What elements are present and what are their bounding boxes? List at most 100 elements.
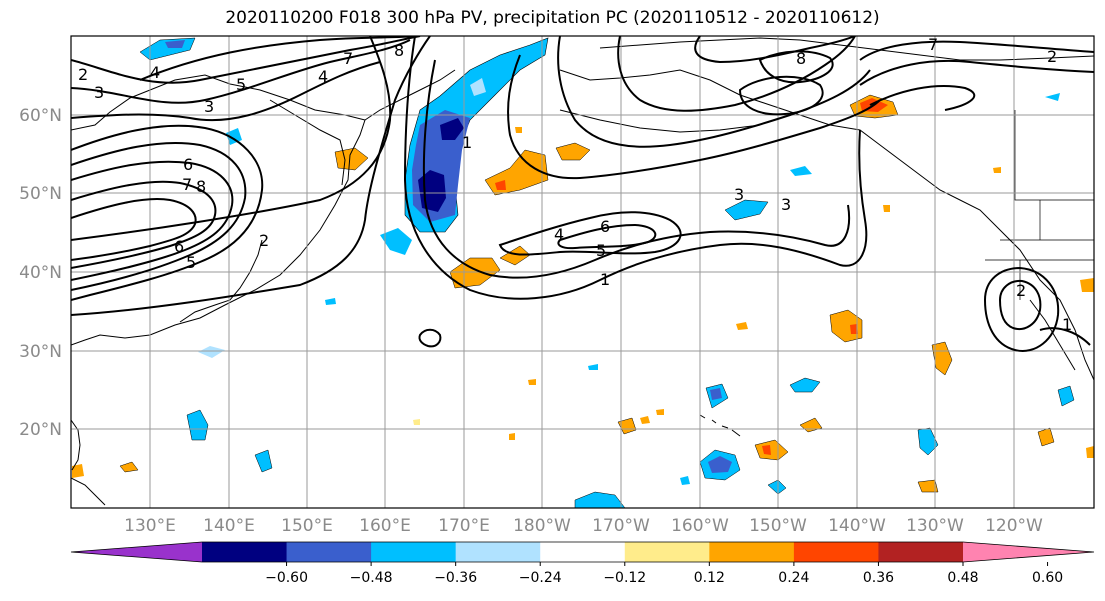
positive-precip-region bbox=[640, 416, 650, 424]
north-coastline bbox=[599, 37, 1094, 61]
contour-label: 6 bbox=[600, 217, 610, 236]
pv-contour bbox=[617, 36, 856, 112]
canada-border bbox=[1014, 110, 1094, 201]
lon-label: 150°W bbox=[749, 516, 807, 536]
negative-precip-region bbox=[1057, 385, 1075, 407]
negative-precip-core bbox=[708, 456, 732, 473]
colorbar-segment bbox=[624, 542, 710, 562]
colorbar-segment bbox=[540, 542, 626, 562]
japan-coastline bbox=[179, 239, 263, 323]
contour-label: 5 bbox=[186, 253, 196, 272]
pv-contour bbox=[71, 124, 264, 301]
contour-label: 7 bbox=[928, 35, 938, 54]
positive-precip-region bbox=[413, 419, 420, 425]
alaska-coastline bbox=[559, 69, 1094, 381]
negative-precip-region bbox=[588, 364, 598, 370]
colorbar-tick-label: −0.48 bbox=[350, 570, 393, 586]
pv-contour bbox=[71, 180, 217, 269]
contour-label: 3 bbox=[781, 195, 791, 214]
colorbar-tick-label: 0.36 bbox=[863, 570, 894, 586]
lon-label: 140°E bbox=[203, 516, 255, 536]
pv-contour bbox=[422, 59, 851, 279]
lon-label: 170°E bbox=[438, 516, 490, 536]
contour-label: 4 bbox=[318, 67, 328, 86]
positive-precip-core bbox=[762, 445, 771, 455]
map-area: 2 3 4 5 6 7 8 3 4 5 6 7 8 1 2 3 4 5 6 7 … bbox=[71, 35, 1094, 508]
pv-contour bbox=[71, 160, 234, 281]
contour-label: 8 bbox=[196, 177, 206, 196]
colorbar-tick-label: −0.36 bbox=[434, 570, 477, 586]
negative-precip-region bbox=[198, 346, 225, 358]
aleutian-islands bbox=[559, 109, 761, 133]
lon-label: 130°W bbox=[906, 516, 964, 536]
us-state-borders bbox=[985, 200, 1094, 300]
negative-precip-region bbox=[186, 409, 209, 441]
lat-label-40n: 40°N bbox=[19, 263, 62, 283]
longitude-labels: 130°E 140°E 150°E 160°E 170°E 180°W 170°… bbox=[124, 516, 1043, 536]
negative-precip-region bbox=[917, 427, 939, 456]
pv-contour bbox=[498, 211, 682, 256]
colorbar bbox=[70, 541, 1095, 563]
positive-precip-region bbox=[449, 257, 501, 289]
contour-label: 6 bbox=[183, 155, 193, 174]
positive-precip-core bbox=[850, 324, 858, 334]
pv-contour bbox=[983, 266, 1060, 352]
contour-labels: 2 3 4 5 6 7 8 3 4 5 6 7 8 1 2 3 4 5 6 7 … bbox=[78, 35, 1072, 334]
contour-label: 2 bbox=[1047, 47, 1057, 66]
pv-contour bbox=[418, 328, 442, 348]
negative-precip-max bbox=[440, 118, 464, 140]
hawaii-islands bbox=[699, 414, 741, 437]
colorbar-tick-label: −0.24 bbox=[519, 570, 562, 586]
pv-contour bbox=[738, 75, 824, 116]
positive-precip-region bbox=[993, 167, 1001, 173]
pv-contour bbox=[403, 36, 868, 300]
contour-label: 4 bbox=[150, 63, 160, 82]
colorbar-extend-max bbox=[963, 542, 1094, 562]
pv-contour bbox=[71, 39, 411, 104]
lon-label: 130°E bbox=[124, 516, 176, 536]
colorbar-segment bbox=[793, 542, 879, 562]
negative-precip-region bbox=[325, 298, 336, 305]
contour-label: 6 bbox=[174, 237, 184, 256]
lat-label-50n: 50°N bbox=[19, 184, 62, 204]
lon-label: 160°W bbox=[671, 516, 729, 536]
colorbar-tick-label: 0.60 bbox=[1032, 570, 1063, 586]
pv-contour bbox=[557, 223, 657, 250]
lon-label: 160°E bbox=[359, 516, 411, 536]
negative-precip-region bbox=[574, 491, 626, 508]
colorbar-segment bbox=[371, 542, 457, 562]
lat-label-20n: 20°N bbox=[19, 420, 62, 440]
positive-precip-region bbox=[617, 417, 637, 435]
contour-label: 5 bbox=[236, 75, 246, 94]
taiwan-coastline bbox=[71, 419, 81, 471]
colorbar-tick-label: −0.60 bbox=[265, 570, 308, 586]
contour-label: 7 bbox=[343, 49, 353, 68]
lon-label: 180°W bbox=[513, 516, 571, 536]
contour-label: 3 bbox=[734, 185, 744, 204]
colorbar-tick-label: −0.12 bbox=[603, 570, 646, 586]
pv-contour bbox=[998, 279, 1042, 330]
contour-label: 2 bbox=[78, 65, 88, 84]
colorbar-segment bbox=[709, 542, 795, 562]
colorbar-tick-label: 0.12 bbox=[694, 570, 725, 586]
colorbar-labels: −0.60 −0.48 −0.36 −0.24 −0.12 0.12 0.24 0.36 0.4… bbox=[265, 562, 1063, 586]
negative-precip-region bbox=[478, 65, 510, 90]
contour-label: 8 bbox=[796, 49, 806, 68]
pv-contour bbox=[71, 36, 421, 84]
contour-label: 8 bbox=[394, 41, 404, 60]
positive-precip-region bbox=[515, 127, 522, 133]
colorbar-segment bbox=[286, 542, 372, 562]
pv-contour bbox=[71, 142, 247, 291]
negative-precip-core bbox=[710, 388, 722, 400]
pv-contour bbox=[71, 36, 431, 316]
positive-precip-region bbox=[1080, 278, 1094, 292]
colorbar-segment bbox=[455, 542, 541, 562]
pv-contour bbox=[71, 61, 381, 122]
latitude-labels: 60°N 50°N 40°N 30°N 20°N bbox=[19, 106, 62, 440]
lon-label: 140°W bbox=[828, 516, 886, 536]
colorbar-segment bbox=[878, 542, 964, 562]
positive-precip-region bbox=[528, 379, 536, 385]
lat-label-60n: 60°N bbox=[19, 106, 62, 126]
pv-contour bbox=[859, 40, 1094, 61]
negative-precip-region bbox=[680, 476, 690, 485]
